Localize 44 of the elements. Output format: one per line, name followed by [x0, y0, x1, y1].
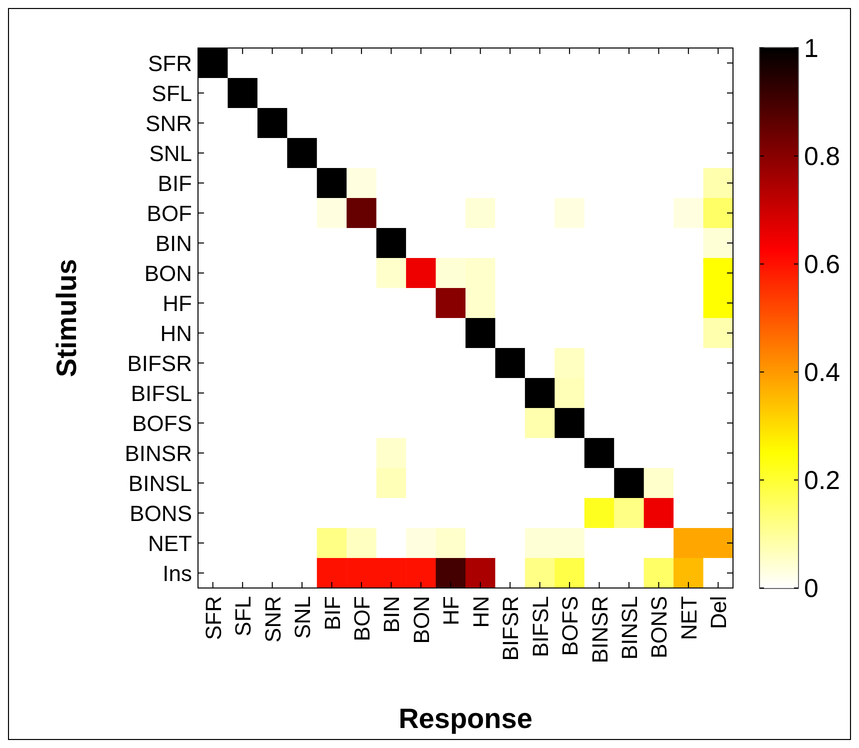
color-bar-label: 1: [804, 33, 818, 63]
y-tick-label: BON: [144, 261, 192, 286]
y-tick-label: SNL: [149, 141, 192, 166]
x-tick-label: BIF: [320, 596, 345, 630]
x-tick-label: BON: [408, 596, 434, 644]
y-tick-label: BINSR: [124, 441, 192, 466]
x-tick-label: NET: [676, 596, 702, 640]
x-tick-label: SFL: [230, 596, 256, 636]
x-tick-label: BIFSR: [498, 596, 524, 661]
x-tick-label: BIN: [379, 596, 404, 633]
y-tick-label: BOF: [146, 201, 192, 226]
x-axis-title: Response: [398, 703, 532, 734]
y-tick-label: BOFS: [132, 411, 192, 436]
color-bar-label: 0.8: [804, 141, 840, 171]
y-tick-label: HF: [162, 291, 192, 316]
y-tick-label: Ins: [162, 561, 192, 586]
y-tick-label: BIFSL: [130, 381, 192, 406]
color-bar-label: 0: [804, 573, 818, 603]
x-tick-label: HN: [468, 596, 494, 628]
x-tick-label: BONS: [646, 596, 672, 658]
x-tick-label: SNL: [290, 596, 316, 639]
x-tick-label: SNR: [260, 596, 286, 642]
x-tick-label: BOFS: [558, 596, 583, 656]
y-tick-label: HN: [160, 321, 192, 346]
y-tick-label: BIF: [158, 171, 192, 196]
color-bar-label: 0.4: [804, 357, 840, 387]
y-tick-label: BONS: [130, 501, 192, 526]
x-tick-label: BINSL: [616, 596, 642, 660]
y-tick-label: SNR: [146, 111, 192, 136]
y-tick-label: BIN: [155, 231, 192, 256]
x-tick-label: HF: [438, 596, 464, 626]
y-tick-label: SFL: [152, 81, 192, 106]
x-tick-label: BIFSL: [528, 596, 553, 658]
y-tick-label: NET: [148, 531, 192, 556]
color-bar-label: 0.6: [804, 249, 840, 279]
y-tick-label: BIFSR: [127, 351, 192, 376]
x-tick-label: Del: [706, 596, 732, 630]
color-bar-label: 0.2: [804, 465, 840, 495]
y-tick-label: BINSL: [128, 471, 192, 496]
y-axis-title: Stimulus: [51, 258, 82, 378]
x-tick-label: SFR: [200, 596, 226, 640]
x-tick-label: BINSR: [587, 596, 612, 664]
x-tick-label: BOF: [349, 596, 374, 642]
y-tick-label: SFR: [148, 51, 192, 76]
